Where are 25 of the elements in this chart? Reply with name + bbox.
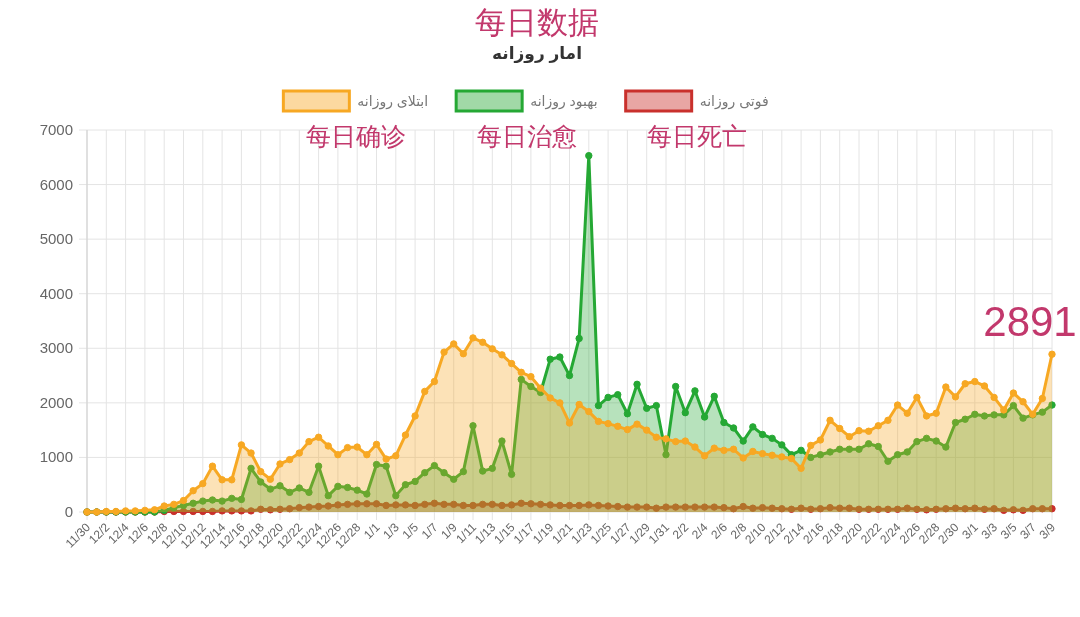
y-tick-label: 2000 bbox=[39, 393, 73, 411]
annotation: 每日死亡 bbox=[647, 122, 748, 150]
annotation: 每日治愈 bbox=[476, 122, 577, 150]
annotation: 每日确诊 bbox=[305, 122, 406, 150]
subtitle: امار روزانه bbox=[492, 44, 582, 63]
y-tick-label: 5000 bbox=[39, 230, 73, 248]
x-tick-label: 2/6 bbox=[708, 520, 730, 542]
y-tick-label: 1000 bbox=[39, 448, 73, 466]
legend-label: ابتلای روزانه bbox=[357, 93, 429, 110]
title: 每日数据 bbox=[475, 5, 599, 40]
data-label: 2891 bbox=[983, 298, 1077, 346]
x-tick-label: 3/1 bbox=[959, 520, 981, 542]
legend-label: بهبود روزانه bbox=[530, 93, 598, 110]
x-tick-label: 3/7 bbox=[1017, 520, 1039, 542]
y-tick-label: 7000 bbox=[39, 121, 73, 138]
x-tick-label: 3/9 bbox=[1036, 520, 1059, 542]
x-tick-label: 2/2 bbox=[669, 520, 692, 542]
x-tick-label: 1/3 bbox=[380, 520, 402, 542]
y-tick-label: 6000 bbox=[39, 175, 73, 193]
y-tick-label: 0 bbox=[64, 503, 73, 520]
legend-label: فوتی روزانه bbox=[699, 93, 769, 110]
x-tick-label: 2/4 bbox=[689, 520, 711, 542]
y-tick-label: 4000 bbox=[39, 284, 73, 302]
y-tick-label: 3000 bbox=[39, 339, 73, 357]
x-tick-label: 1/1 bbox=[360, 520, 383, 542]
